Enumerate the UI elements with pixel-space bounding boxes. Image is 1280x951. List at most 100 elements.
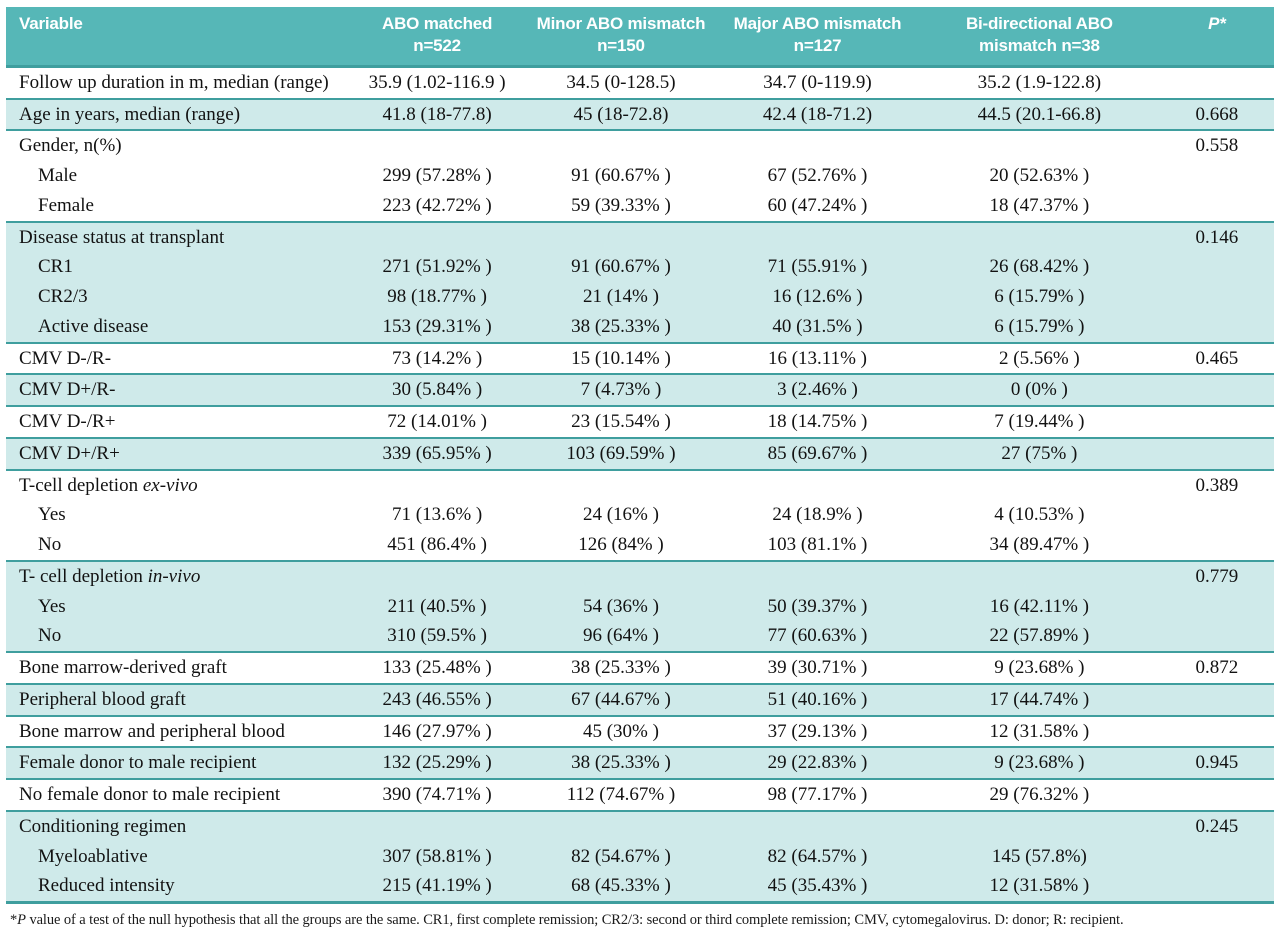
row-group: Peripheral blood graft 243 (46.55% ) 67 (4… xyxy=(6,683,1274,716)
variable-cell: CMV D+/R- xyxy=(6,374,348,406)
value-cell: 17 (44.74% ) xyxy=(989,688,1090,710)
table-row: CMV D+/R- 30 (5.84% ) 7 (4.73% ) 3 (2.46% )… xyxy=(6,374,1274,406)
value-cell: 146 (27.97% ) xyxy=(382,720,492,742)
value-cell: 132 (25.29% ) xyxy=(382,752,492,774)
value-cell: 24 (16% ) xyxy=(582,504,659,526)
value-cell: 215 (41.19% ) xyxy=(382,875,492,897)
footnote-p-symbol: P xyxy=(17,912,26,929)
value-cell: 34.7 (0-119.9) xyxy=(763,71,872,93)
p-value-cell xyxy=(1160,842,1274,872)
row-label: CMV D+/R+ xyxy=(19,442,120,464)
value-cell: 38 (25.33% ) xyxy=(571,315,671,337)
value-cell: 12 (31.58% ) xyxy=(989,720,1090,742)
header-variable: Variable xyxy=(6,7,349,67)
value-cell: 60 (47.24% ) xyxy=(767,194,868,216)
value-cell: 22 (57.89% ) xyxy=(989,625,1090,647)
value-cell: 50 (39.37% ) xyxy=(767,595,868,617)
p-value-cell xyxy=(1160,252,1274,282)
value-cell: 390 (74.71% ) xyxy=(382,784,492,806)
value-cell: 91 (60.67% ) xyxy=(571,256,671,278)
value-cell: 16 (42.11% ) xyxy=(989,595,1089,617)
row-group: CMV D+/R+ 339 (65.95% ) 103 (69.59% ) 85 (6… xyxy=(6,437,1274,470)
value-cell: 51 (40.16% ) xyxy=(767,688,868,710)
value-cell: 96 (64% ) xyxy=(582,625,659,647)
value-cell: 103 (81.1% ) xyxy=(767,534,868,556)
row-label: CMV D+/R- xyxy=(19,379,116,401)
value-cell: 98 (77.17% ) xyxy=(767,784,868,806)
p-value-cell: 0.465 xyxy=(1195,347,1239,369)
value-cell: 15 (10.14% ) xyxy=(571,347,671,369)
p-value-cell xyxy=(1160,161,1274,191)
p-value-cell xyxy=(1160,779,1274,811)
value-cell: 71 (55.91% ) xyxy=(767,256,868,278)
row-label: Bone marrow and peripheral blood xyxy=(19,720,285,742)
value-cell: 40 (31.5% ) xyxy=(772,315,863,337)
value-cell: 72 (14.01% ) xyxy=(387,411,487,433)
p-value-cell xyxy=(1160,530,1274,561)
value-cell: 85 (69.67% ) xyxy=(767,442,868,464)
value-cell: 73 (14.2% ) xyxy=(392,347,483,369)
table-footnote: *P value of a test of the null hypothesi… xyxy=(0,904,1280,931)
row-label: Bone marrow-derived graft xyxy=(19,657,227,679)
value-cell: 42.4 (18-71.2) xyxy=(762,103,873,125)
variable-cell: CMV D+/R+ xyxy=(6,438,348,470)
row-label: Age in years, median (range) xyxy=(19,103,241,125)
value-cell: 2 (5.56% ) xyxy=(999,347,1080,369)
row-group: Gender, n(%) 0.558 Male 299 (57.28% ) 91 (60… xyxy=(6,130,1274,222)
value-cell: 9 (23.68% ) xyxy=(994,657,1085,679)
variable-cell: Age in years, median (range) xyxy=(6,99,348,131)
row-label: Peripheral blood graft xyxy=(19,688,186,710)
p-value-cell xyxy=(1160,500,1274,530)
table-row: Bone marrow and peripheral blood 146 (27.… xyxy=(6,716,1274,748)
row-label: Myeloablative xyxy=(38,845,148,867)
value-cell: 7 (19.44% ) xyxy=(994,411,1085,433)
value-cell: 23 (15.54% ) xyxy=(571,411,671,433)
value-cell xyxy=(526,222,716,253)
value-cell: 35.9 (1.02-116.9 ) xyxy=(368,71,506,93)
row-group: Disease status at transplant 0.146 CR1 271 … xyxy=(6,221,1274,343)
value-cell: 45 (18-72.8) xyxy=(573,103,669,125)
value-cell: 7 (4.73% ) xyxy=(580,379,662,401)
variable-cell: Gender, n(%) xyxy=(6,130,348,161)
value-cell xyxy=(348,222,526,253)
row-label: Disease status at transplant xyxy=(19,226,225,248)
variable-cell: CMV D-/R+ xyxy=(6,406,348,438)
value-cell: 68 (45.33% ) xyxy=(571,875,671,897)
comparison-table: Variable ABO matched n=522 Minor ABO mis… xyxy=(6,7,1274,904)
value-cell: 29 (76.32% ) xyxy=(989,784,1090,806)
value-cell xyxy=(526,470,716,501)
table-row: Disease status at transplant 0.146 xyxy=(6,222,1274,253)
table-row: T- cell depletion in-vivo 0.779 xyxy=(6,561,1274,592)
table-row: Yes 71 (13.6% ) 24 (16% ) 24 (18.9% ) 4 (10.… xyxy=(6,500,1274,530)
table-row: Myeloablative 307 (58.81% ) 82 (54.67% ) 82… xyxy=(6,842,1274,872)
value-cell xyxy=(919,561,1160,592)
table-row: CMV D-/R- 73 (14.2% ) 15 (10.14% ) 16 (13.1… xyxy=(6,343,1274,375)
row-label-italic: in-vivo xyxy=(147,565,201,587)
table-row: Female 223 (42.72% ) 59 (39.33% ) 60 (47.24… xyxy=(6,191,1274,222)
variable-cell: No xyxy=(6,530,348,561)
p-value-cell xyxy=(1160,871,1274,902)
row-group: Follow up duration in m, median (range) 3… xyxy=(6,66,1274,99)
variable-cell: Yes xyxy=(6,592,348,622)
value-cell xyxy=(348,470,526,501)
variable-cell: Male xyxy=(6,161,348,191)
p-value-cell xyxy=(1160,716,1274,748)
value-cell: 98 (18.77% ) xyxy=(387,286,487,308)
value-cell xyxy=(348,130,526,161)
value-cell: 299 (57.28% ) xyxy=(382,165,492,187)
row-label: Yes xyxy=(38,504,66,526)
value-cell: 82 (64.57% ) xyxy=(767,845,868,867)
row-label: No female donor to male recipient xyxy=(19,784,281,806)
row-label: Reduced intensity xyxy=(38,875,175,897)
value-cell: 44.5 (20.1-66.8) xyxy=(977,103,1102,125)
table-row: Bone marrow-derived graft 133 (25.48% ) 38… xyxy=(6,652,1274,684)
table-container: Variable ABO matched n=522 Minor ABO mis… xyxy=(6,7,1274,904)
row-group: CMV D+/R- 30 (5.84% ) 7 (4.73% ) 3 (2.46% )… xyxy=(6,374,1274,407)
value-cell xyxy=(919,470,1160,501)
value-cell xyxy=(716,222,919,253)
value-cell xyxy=(526,130,716,161)
header-row: Variable ABO matched n=522 Minor ABO mis… xyxy=(6,7,1274,67)
variable-cell: Peripheral blood graft xyxy=(6,684,348,716)
value-cell: 82 (54.67% ) xyxy=(571,845,671,867)
value-cell: 6 (15.79% ) xyxy=(994,315,1085,337)
